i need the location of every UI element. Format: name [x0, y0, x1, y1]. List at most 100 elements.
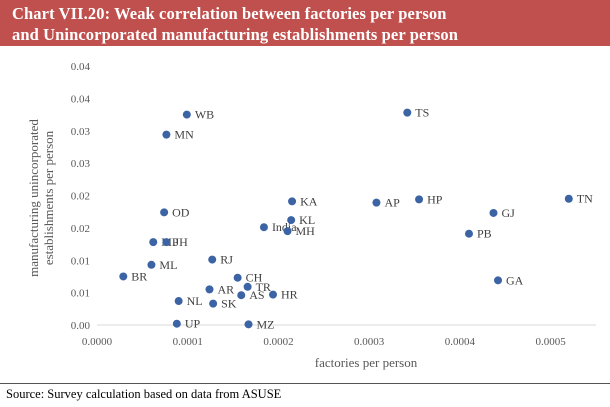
- point-label: TN: [577, 192, 593, 206]
- data-point-wb: WB: [182, 108, 214, 122]
- data-point-nl: NL: [174, 294, 203, 308]
- data-point-rj: RJ: [208, 253, 233, 267]
- point-label: BR: [131, 269, 147, 283]
- point-marker: [208, 255, 217, 264]
- point-label: MH: [296, 224, 316, 238]
- point-marker: [243, 282, 252, 291]
- point-marker: [233, 273, 242, 282]
- point-marker: [494, 276, 503, 285]
- point-label: GJ: [501, 206, 515, 220]
- data-point-gj: GJ: [489, 206, 515, 220]
- data-point-ga: GA: [494, 273, 524, 287]
- chart-footer: Source: Survey calculation based on data…: [0, 383, 610, 407]
- point-label: SK: [221, 297, 237, 311]
- point-marker: [403, 108, 412, 117]
- chart-title-line-2: and Unincorporated manufacturing establi…: [12, 25, 458, 44]
- data-point-mz: MZ: [244, 317, 275, 331]
- point-marker: [259, 223, 268, 232]
- point-label: HR: [281, 288, 298, 302]
- y-tick-label: 0.03: [71, 126, 91, 138]
- data-point-kl: KL: [287, 213, 315, 227]
- data-point-tr: TR: [243, 280, 271, 294]
- point-label: ML: [159, 258, 177, 272]
- data-point-india: India: [259, 220, 297, 234]
- point-marker: [149, 238, 158, 247]
- y-tick-label: 0.01: [71, 288, 90, 300]
- point-label: RJ: [220, 253, 233, 267]
- y-tick-label: 0.03: [71, 158, 91, 170]
- y-tick-label: 0.02: [71, 223, 90, 235]
- data-point-ar: AR: [205, 282, 235, 296]
- point-marker: [209, 299, 218, 308]
- point-label: AS: [249, 288, 264, 302]
- point-label: AR: [218, 282, 235, 296]
- y-axis-label-line-2: establishments per person: [41, 130, 56, 265]
- data-point-br: BR: [119, 269, 147, 283]
- point-marker: [288, 197, 297, 206]
- point-marker: [160, 208, 169, 217]
- point-label: CH: [246, 271, 263, 285]
- point-label: AP: [384, 196, 400, 210]
- point-marker: [162, 130, 171, 139]
- point-label: HP: [427, 192, 443, 206]
- point-marker: [464, 229, 473, 238]
- data-point-ap: AP: [372, 196, 400, 210]
- point-label: NL: [187, 294, 203, 308]
- point-marker: [372, 198, 381, 207]
- data-point-ml: ML: [147, 258, 177, 272]
- point-label: MZ: [257, 317, 275, 331]
- data-points: WBTSMNKAAPHPTNODGJKLIndiaMHPBMPJHRJMLBRC…: [119, 106, 593, 331]
- source-note: Source: Survey calculation based on data…: [6, 387, 282, 401]
- y-axis-ticks: 0.00 0.01 0.01 0.02 0.02 0.03 0.03 0.04 0.04: [71, 61, 91, 332]
- point-marker: [147, 260, 156, 269]
- point-label: TR: [256, 280, 271, 294]
- point-marker: [564, 194, 573, 203]
- point-label: GA: [506, 273, 524, 287]
- point-marker: [489, 208, 498, 217]
- data-point-od: OD: [160, 205, 190, 219]
- y-tick-label: 0.00: [71, 320, 91, 332]
- data-point-mh: MH: [283, 224, 316, 238]
- y-tick-label: 0.02: [71, 191, 90, 203]
- point-label: OD: [172, 205, 190, 219]
- y-tick-label: 0.04: [71, 93, 91, 105]
- x-axis-label: factories per person: [315, 355, 418, 370]
- point-marker: [162, 238, 171, 247]
- data-point-up: UP: [172, 317, 201, 331]
- x-tick-label: 0.0004: [445, 336, 476, 348]
- point-label: UP: [185, 317, 201, 331]
- data-point-mn: MN: [162, 128, 194, 142]
- point-marker: [237, 291, 246, 300]
- chart-area: 0.00 0.01 0.01 0.02 0.02 0.03 0.03 0.04 0.04 0.0…: [0, 46, 610, 383]
- x-tick-label: 0.0000: [82, 336, 113, 348]
- data-point-jh: JH: [162, 235, 188, 249]
- point-marker: [283, 227, 292, 236]
- chart-header: Chart VII.20: Weak correlation between f…: [0, 0, 610, 46]
- data-point-ts: TS: [403, 106, 429, 120]
- x-tick-label: 0.0002: [263, 336, 293, 348]
- point-label: WB: [195, 108, 214, 122]
- x-tick-label: 0.0001: [173, 336, 203, 348]
- chart-title-line-1: Chart VII.20: Weak correlation between f…: [12, 4, 447, 23]
- point-marker: [244, 320, 253, 329]
- point-label: TS: [415, 106, 429, 120]
- point-label: KA: [300, 194, 318, 208]
- x-tick-label: 0.0005: [536, 336, 567, 348]
- y-axis-label-line-1: manufacturing unincorporated: [26, 119, 41, 277]
- point-marker: [174, 297, 183, 306]
- point-label: PB: [477, 227, 492, 241]
- point-label: JH: [174, 235, 188, 249]
- data-point-hr: HR: [269, 288, 298, 302]
- data-point-ch: CH: [233, 271, 263, 285]
- point-marker: [205, 285, 214, 294]
- point-marker: [182, 110, 191, 119]
- y-axis-label: manufacturing unincorporated establishme…: [26, 119, 56, 277]
- point-marker: [287, 216, 296, 225]
- point-label: MN: [174, 128, 194, 142]
- point-marker: [415, 195, 424, 204]
- scatter-chart: 0.00 0.01 0.01 0.02 0.02 0.03 0.03 0.04 0.04 0.0…: [26, 61, 596, 370]
- y-tick-label: 0.04: [71, 61, 91, 73]
- x-tick-label: 0.0003: [354, 336, 385, 348]
- data-point-ka: KA: [288, 194, 318, 208]
- data-point-pb: PB: [464, 227, 492, 241]
